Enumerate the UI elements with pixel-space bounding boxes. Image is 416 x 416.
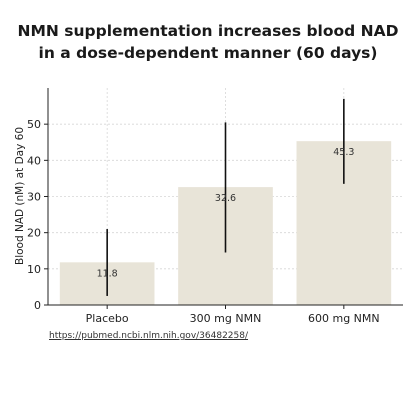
x-tick-label: Placebo <box>86 312 129 325</box>
chart-title-line-1: NMN supplementation increases blood NAD <box>17 22 399 40</box>
chart-title: NMN supplementation increases blood NAD … <box>0 20 416 64</box>
axis-layer <box>44 88 403 309</box>
y-tick-label: 10 <box>27 263 41 276</box>
y-tick-label: 20 <box>27 227 41 240</box>
bar-value-label: 45.3 <box>333 147 354 158</box>
y-axis-label: Blood NAD (nM) at Day 60 <box>14 127 26 265</box>
bar-value-label: 32.6 <box>215 193 236 204</box>
bar-value-label: 11.8 <box>97 268 118 279</box>
x-tick-label: 300 mg NMN <box>190 312 262 325</box>
x-tick-label: 600 mg NMN <box>308 312 380 325</box>
label-layer: 0 10 20 30 40 50 11.8 Placebo 32.6 300 mg NMN 45.3… <box>27 118 380 325</box>
source-link[interactable]: https://pubmed.ncbi.nlm.nih.gov/36482258… <box>49 331 249 341</box>
y-tick-label: 50 <box>27 118 41 131</box>
chart-title-line-2: in a dose-dependent manner (60 days) <box>38 44 378 62</box>
y-tick-label: 30 <box>27 191 41 204</box>
y-tick-label: 0 <box>34 299 41 312</box>
error-bar-layer <box>106 98 345 296</box>
y-tick-label: 40 <box>27 154 41 167</box>
